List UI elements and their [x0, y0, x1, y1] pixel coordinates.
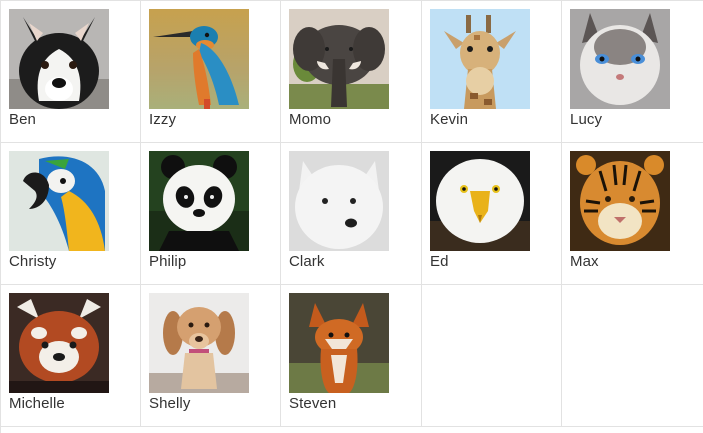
animal-name: Izzy: [149, 111, 177, 128]
kingfisher-photo: [149, 9, 249, 109]
panda-photo: [149, 151, 249, 251]
animal-card-ed[interactable]: Ed: [422, 143, 562, 285]
animal-card-philip[interactable]: Philip: [141, 143, 281, 285]
eagle-photo: [430, 151, 530, 251]
animal-card-kevin[interactable]: Kevin: [422, 1, 562, 143]
animal-name: Kevin: [430, 111, 469, 128]
animal-card-michelle[interactable]: Michelle: [1, 285, 141, 427]
animal-card-lucy[interactable]: Lucy: [562, 1, 703, 143]
animal-name: Momo: [289, 111, 332, 128]
animal-card-christy[interactable]: Christy: [1, 143, 141, 285]
elephant-photo: [289, 9, 389, 109]
macaw-photo: [9, 151, 109, 251]
animal-card-ben[interactable]: Ben: [1, 1, 141, 143]
animal-card-clark[interactable]: Clark: [281, 143, 422, 285]
animal-card-momo[interactable]: Momo: [281, 1, 422, 143]
animal-name: Michelle: [9, 395, 65, 412]
tiger-photo: [570, 151, 670, 251]
animal-name: Ed: [430, 253, 449, 270]
red-panda-photo: [9, 293, 109, 393]
cat-photo: [570, 9, 670, 109]
animal-name: Ben: [9, 111, 36, 128]
husky-photo: [9, 9, 109, 109]
empty-cell: [422, 285, 562, 427]
animal-card-shelly[interactable]: Shelly: [141, 285, 281, 427]
animal-card-izzy[interactable]: Izzy: [141, 1, 281, 143]
spaniel-photo: [149, 293, 249, 393]
animal-card-max[interactable]: Max: [562, 143, 703, 285]
fox-photo: [289, 293, 389, 393]
animal-name: Christy: [9, 253, 57, 270]
samoyed-photo: [289, 151, 389, 251]
animal-name: Max: [570, 253, 599, 270]
animal-name: Shelly: [149, 395, 191, 412]
animal-name: Lucy: [570, 111, 603, 128]
empty-cell: [562, 285, 703, 427]
animal-name: Steven: [289, 395, 337, 412]
animal-name: Philip: [149, 253, 187, 270]
animal-card-steven[interactable]: Steven: [281, 285, 422, 427]
giraffe-photo: [430, 9, 530, 109]
animal-name: Clark: [289, 253, 325, 270]
